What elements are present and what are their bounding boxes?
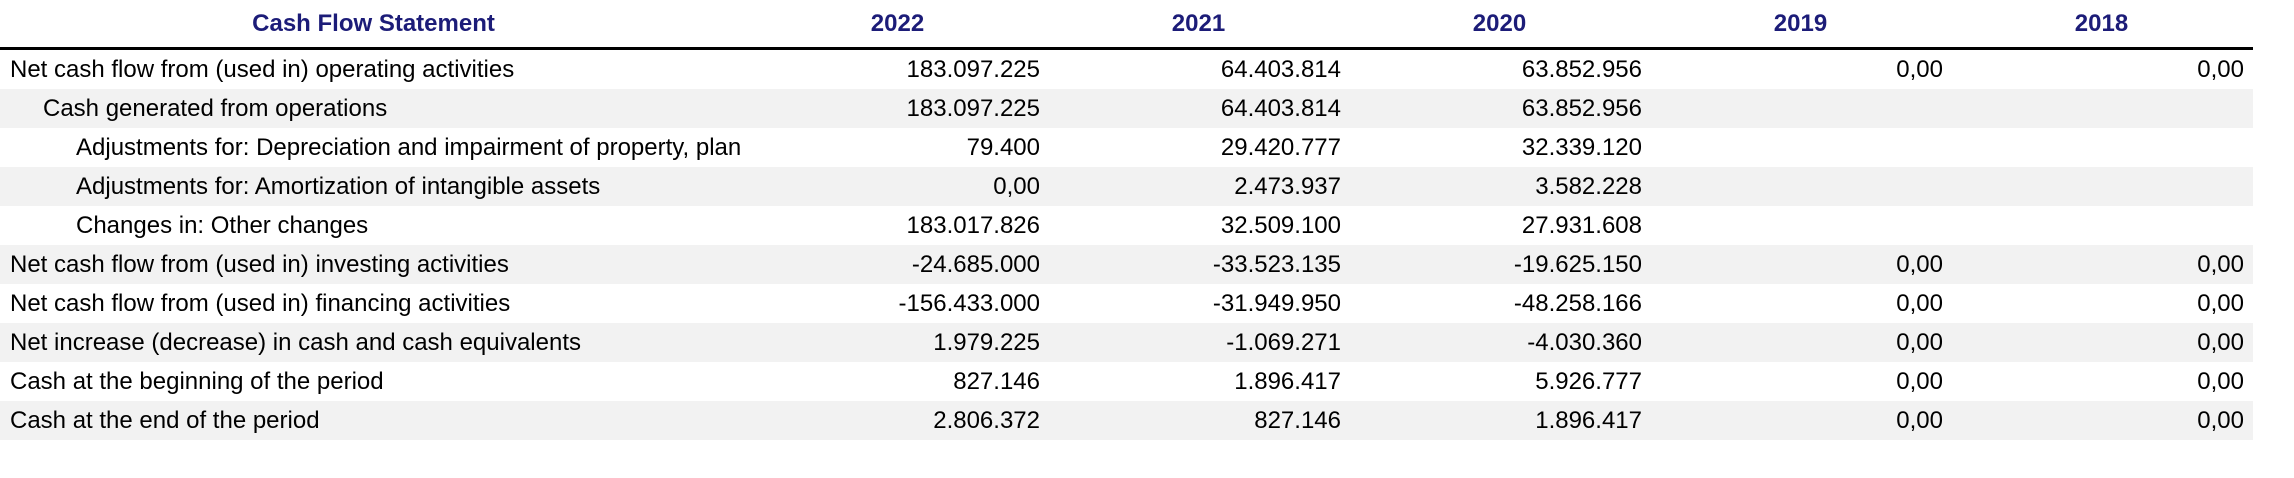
- column-header-2022: 2022: [870, 10, 925, 37]
- cell-value: 1.896.417: [1535, 407, 1642, 434]
- row-label: Adjustments for: Depreciation and impair…: [76, 134, 742, 161]
- cell-value: 0,00: [1896, 251, 1943, 278]
- table-row: Cash at the beginning of the period 827.…: [0, 362, 2253, 401]
- row-label: Changes in: Other changes: [76, 212, 369, 239]
- cell-value: 827.146: [1254, 407, 1341, 434]
- cell-value: [1650, 167, 1951, 206]
- cell-value: 1.979.225: [933, 329, 1040, 356]
- cell-value: 27.931.608: [1521, 212, 1642, 239]
- table-row: Net cash flow from (used in) investing a…: [0, 245, 2253, 284]
- cell-value: -4.030.360: [1527, 329, 1642, 356]
- table-row: Net cash flow from (used in) financing a…: [0, 284, 2253, 323]
- cell-value: 0,00: [993, 173, 1040, 200]
- table-row: Cash generated from operations 183.097.2…: [0, 89, 2253, 128]
- row-label: Cash generated from operations: [43, 95, 388, 122]
- cell-value: 64.403.814: [1220, 95, 1341, 122]
- cell-value: 0,00: [2197, 329, 2244, 356]
- row-label: Net cash flow from (used in) investing a…: [10, 251, 509, 278]
- cell-value: [1951, 167, 2252, 206]
- cell-value: 63.852.956: [1521, 95, 1642, 122]
- cell-value: 64.403.814: [1220, 56, 1341, 83]
- cell-value: 0,00: [2197, 251, 2244, 278]
- cell-value: 1.896.417: [1234, 368, 1341, 395]
- table-row: Net cash flow from (used in) operating a…: [0, 50, 2253, 89]
- cell-value: 0,00: [1896, 407, 1943, 434]
- cell-value: 29.420.777: [1220, 134, 1341, 161]
- row-label: Net increase (decrease) in cash and cash…: [10, 329, 581, 356]
- cell-value: 2.806.372: [933, 407, 1040, 434]
- cell-value: 32.509.100: [1220, 212, 1341, 239]
- cell-value: 0,00: [1896, 368, 1943, 395]
- cell-value: -33.523.135: [1212, 251, 1341, 278]
- cell-value: 0,00: [1896, 329, 1943, 356]
- cell-value: [1650, 89, 1951, 128]
- row-label: Cash at the beginning of the period: [10, 368, 384, 395]
- cell-value: [1650, 128, 1951, 167]
- cell-value: 2.473.937: [1234, 173, 1341, 200]
- cell-value: -19.625.150: [1513, 251, 1642, 278]
- cell-value: -48.258.166: [1513, 290, 1642, 317]
- table-header-row: Cash Flow Statement 2022 2021 2020 2019 …: [0, 0, 2253, 50]
- table-row: Adjustments for: Depreciation and impair…: [0, 128, 2253, 167]
- cell-value: 0,00: [2197, 368, 2244, 395]
- cell-value: -156.433.000: [898, 290, 1040, 317]
- cell-value: 79.400: [966, 134, 1040, 161]
- cell-value: [1951, 89, 2252, 128]
- table-row: Adjustments for: Amortization of intangi…: [0, 167, 2253, 206]
- cell-value: 3.582.228: [1535, 173, 1642, 200]
- cell-value: -24.685.000: [911, 251, 1040, 278]
- cell-value: 5.926.777: [1535, 368, 1642, 395]
- row-label: Adjustments for: Amortization of intangi…: [76, 173, 601, 200]
- column-header-2021: 2021: [1171, 10, 1226, 37]
- cell-value: 183.097.225: [906, 95, 1040, 122]
- table-row: Changes in: Other changes 183.017.826 32…: [0, 206, 2253, 245]
- cell-value: 183.017.826: [906, 212, 1040, 239]
- cell-value: [1951, 206, 2252, 245]
- column-header-2019: 2019: [1773, 10, 1828, 37]
- cell-value: 0,00: [1896, 290, 1943, 317]
- cell-value: 0,00: [1896, 56, 1943, 83]
- cell-value: 32.339.120: [1521, 134, 1642, 161]
- cell-value: 0,00: [2197, 290, 2244, 317]
- row-label: Net cash flow from (used in) financing a…: [10, 290, 511, 317]
- table-title: Cash Flow Statement: [252, 10, 495, 37]
- row-label: Net cash flow from (used in) operating a…: [10, 56, 515, 83]
- cell-value: 827.146: [953, 368, 1040, 395]
- column-header-2020: 2020: [1472, 10, 1527, 37]
- cell-value: 63.852.956: [1521, 56, 1642, 83]
- cell-value: 183.097.225: [906, 56, 1040, 83]
- row-label: Cash at the end of the period: [10, 407, 320, 434]
- cell-value: [1951, 128, 2252, 167]
- cell-value: 0,00: [2197, 407, 2244, 434]
- table-row: Cash at the end of the period 2.806.372 …: [0, 401, 2253, 440]
- cell-value: [1650, 206, 1951, 245]
- cell-value: -1.069.271: [1226, 329, 1341, 356]
- cell-value: -31.949.950: [1212, 290, 1341, 317]
- column-header-2018: 2018: [2074, 10, 2129, 37]
- cash-flow-table: Cash Flow Statement 2022 2021 2020 2019 …: [0, 0, 2253, 440]
- cell-value: 0,00: [2197, 56, 2244, 83]
- table-body: Net cash flow from (used in) operating a…: [0, 50, 2253, 440]
- table-row: Net increase (decrease) in cash and cash…: [0, 323, 2253, 362]
